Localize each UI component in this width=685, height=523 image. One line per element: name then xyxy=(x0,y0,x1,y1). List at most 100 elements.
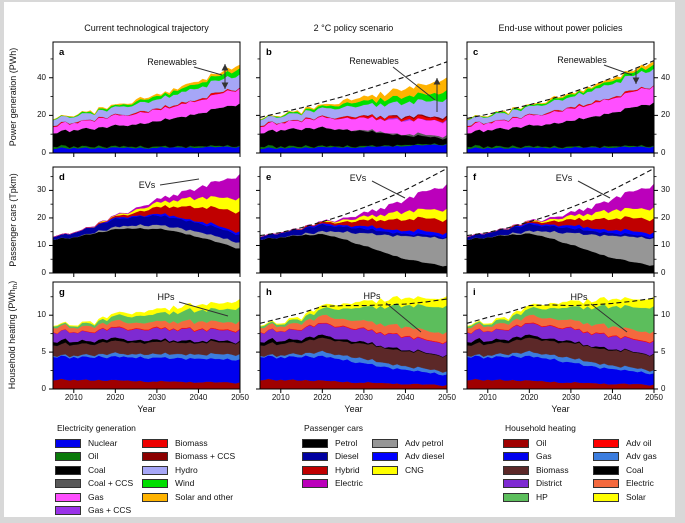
legend-label-petrol: Petrol xyxy=(335,438,358,448)
panel-b-chart: b Renewables xyxy=(256,41,448,157)
panel-b-baseline-dashed xyxy=(259,61,448,118)
panel-e-chart: e EVs xyxy=(256,166,448,277)
panel-c-baseline-dashed xyxy=(466,60,655,119)
legend-label-coal: Coal xyxy=(626,464,644,475)
legend-swatch-oil xyxy=(55,452,81,462)
legend-swatch-solar-and-other xyxy=(142,492,168,502)
legend-swatch-adv-oil xyxy=(593,439,619,448)
column-title-2c: 2 °C policy scenario xyxy=(313,23,394,33)
y-tick-label-left: 0 xyxy=(41,148,46,157)
legend-swatch-adv-gas xyxy=(593,452,619,462)
panel-letter-i: i xyxy=(473,287,476,298)
legend-label-district: District xyxy=(536,478,562,489)
legend-swatch-biomass xyxy=(142,439,168,448)
panel-c-chart: c Renewables xyxy=(463,41,658,157)
legend-swatch-diesel xyxy=(302,452,328,462)
legend-swatch-wind xyxy=(142,479,168,489)
y-tick-label-right: 0 xyxy=(661,148,666,157)
panel-f-baseline-dashed xyxy=(466,167,655,237)
x-tick-label: 2010 xyxy=(271,393,290,402)
legend-label-hybrid: Hybrid xyxy=(335,464,360,475)
panel-e-areas xyxy=(260,183,447,273)
legend-title-heating: Household heating xyxy=(505,423,576,433)
annotation-evs: EVs xyxy=(350,173,367,183)
legend-label-coal: Coal xyxy=(88,464,106,475)
x-axis-label-1: Year xyxy=(137,404,156,414)
y-tick-label-left: 0 xyxy=(41,384,46,393)
legend-label-hp: HP xyxy=(536,491,548,502)
panel-e-baseline-dashed xyxy=(259,167,448,237)
x-tick-label: 2050 xyxy=(231,393,249,402)
x-axis-label-2: Year xyxy=(344,404,363,414)
annotation-hps: HPs xyxy=(363,291,381,301)
y-axis-label-cars: Passenger cars (Tpkm) xyxy=(8,173,18,267)
legend-swatch-biomass-ccs xyxy=(142,452,168,462)
x-tick-label: 2050 xyxy=(645,393,663,402)
annotation-evs: EVs xyxy=(139,180,156,190)
x-tick-label: 2050 xyxy=(438,393,456,402)
legend-label-hydro: Hydro xyxy=(175,464,198,475)
x-tick-label: 2040 xyxy=(396,393,415,402)
panel-d-areas xyxy=(53,173,240,273)
panel-letter-g: g xyxy=(59,287,65,298)
legend-label-oil: Oil xyxy=(88,451,99,462)
panel-letter-d: d xyxy=(59,172,65,183)
y-tick-label-left: 0 xyxy=(41,268,46,277)
panel-g-areas xyxy=(53,298,240,389)
legend-label-nuclear: Nuclear xyxy=(88,438,118,448)
y-tick-label-left: 10 xyxy=(37,310,46,320)
legend-title-cars: Passenger cars xyxy=(304,423,364,433)
legend-label-cng: CNG xyxy=(405,464,424,475)
x-tick-label: 2010 xyxy=(64,393,83,402)
legend-swatch-nuclear xyxy=(55,439,81,448)
y-tick-label-left: 5 xyxy=(41,347,46,357)
legend-swatch-adv-petrol xyxy=(372,439,398,448)
x-tick-label: 2040 xyxy=(603,393,622,402)
x-tick-label: 2020 xyxy=(313,393,332,402)
legend-label-adv-diesel: Adv diesel xyxy=(405,451,445,462)
x-tick-label: 2010 xyxy=(478,393,497,402)
panel-letter-b: b xyxy=(266,47,272,58)
panel-letter-f: f xyxy=(473,172,477,183)
legend-label-biomass-ccs: Biomass + CCS xyxy=(175,451,236,462)
x-tick-label: 2020 xyxy=(106,393,125,402)
panel-letter-c: c xyxy=(473,47,478,58)
legend-label-adv-gas: Adv gas xyxy=(626,451,657,462)
heating-label-sub: th xyxy=(12,283,19,290)
panel-h-baseline-dashed xyxy=(259,298,448,324)
legend-label-gas: Gas xyxy=(88,491,104,502)
column-title-current: Current technological trajectory xyxy=(84,23,209,33)
annotation-renewables: Renewables xyxy=(147,57,197,67)
y-tick-label-left: 20 xyxy=(37,110,46,120)
y-tick-label-left: 10 xyxy=(37,240,46,250)
legend-swatch-gas-ccs xyxy=(55,506,81,515)
legend-swatch-biomass xyxy=(503,465,529,475)
panel-letter-e: e xyxy=(266,172,271,183)
legend-label-biomass: Biomass xyxy=(536,464,569,475)
y-tick-label-right: 0 xyxy=(661,268,666,277)
panel-letter-a: a xyxy=(59,47,65,58)
y-tick-label-left: 40 xyxy=(37,72,46,82)
annotation-evs: EVs xyxy=(556,173,573,183)
x-tick-label: 2020 xyxy=(520,393,539,402)
legend-swatch-coal xyxy=(55,465,81,475)
legend-swatch-oil xyxy=(503,439,529,448)
x-tick-label: 2030 xyxy=(354,393,373,402)
heating-label-post: ) xyxy=(7,280,17,284)
x-axis-label-3: Year xyxy=(551,404,570,414)
y-tick-label-right: 40 xyxy=(661,72,670,82)
legend-label-solar-and-other: Solar and other xyxy=(175,491,234,502)
legend-label-wind: Wind xyxy=(175,478,195,489)
legend-swatch-cng xyxy=(372,465,398,475)
y-tick-label-right: 30 xyxy=(661,185,670,195)
panel-f-chart: f EVs xyxy=(463,166,658,277)
annotation-hps: HPs xyxy=(570,292,588,302)
legend-label-gas-ccs: Gas + CCS xyxy=(88,505,132,515)
panel-h-chart: h HPs xyxy=(256,281,448,393)
legend-swatch-coal xyxy=(593,465,619,475)
annotation-hps: HPs xyxy=(157,292,175,302)
legend-swatch-district xyxy=(503,479,529,489)
panel-d-chart: d EVs xyxy=(49,166,241,277)
panel-f-areas xyxy=(467,183,654,273)
